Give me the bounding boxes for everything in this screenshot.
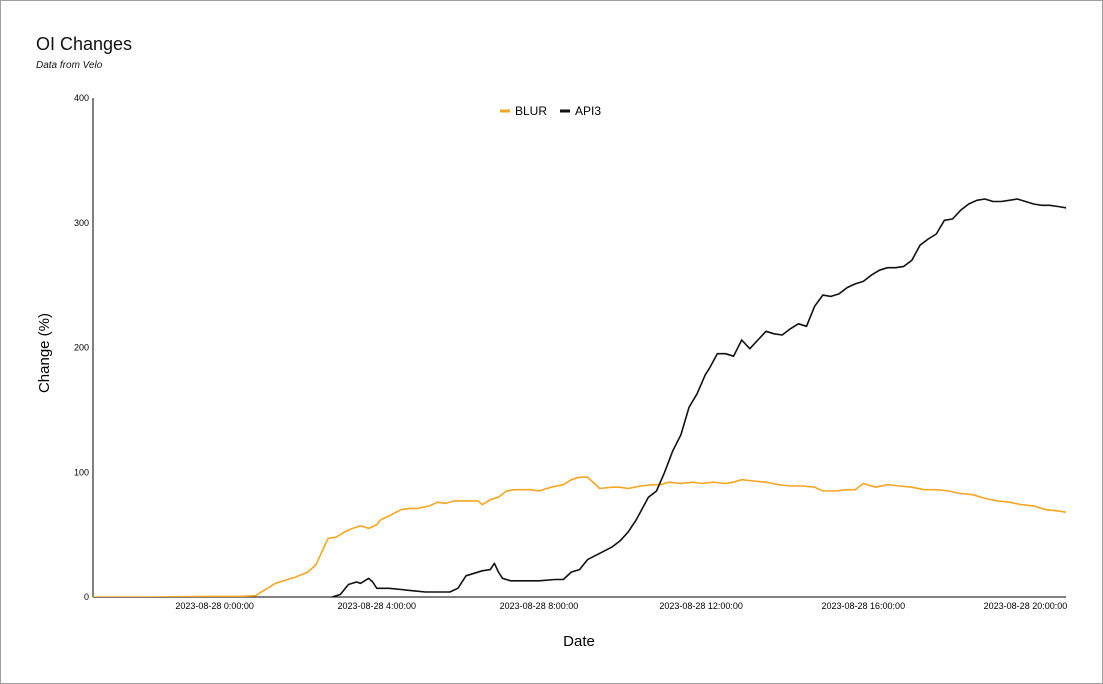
axes	[92, 98, 1066, 598]
y-tick-label: 300	[74, 218, 89, 228]
chart-title: OI Changes	[36, 34, 133, 54]
series-line-api3	[331, 198, 1066, 597]
x-tick-labels: 2023-08-28 0:00:00 2023-08-28 4:00:00 2023…	[175, 601, 1067, 611]
y-axis-label: Change (%)	[36, 313, 53, 393]
chart-subtitle: Data from Velo	[36, 60, 103, 71]
legend-label: API3	[575, 104, 601, 118]
y-tick-label: 0	[84, 592, 89, 602]
y-tick-label: 200	[74, 343, 89, 353]
legend-label: BLUR	[515, 104, 547, 118]
x-tick-label: 2023-08-28 8:00:00	[500, 601, 579, 611]
x-tick-label: 2023-08-28 20:00:00	[984, 601, 1068, 611]
x-axis-label: Date	[563, 633, 595, 650]
x-tick-label: 2023-08-28 4:00:00	[338, 601, 417, 611]
y-tick-label: 400	[74, 93, 89, 103]
x-tick-label: 2023-08-28 16:00:00	[822, 601, 906, 611]
series-line-blur	[93, 476, 1066, 597]
legend: BLUR API3	[500, 104, 601, 118]
x-tick-label: 2023-08-28 12:00:00	[659, 601, 743, 611]
series-lines	[93, 198, 1066, 597]
y-tick-label: 100	[74, 467, 89, 477]
x-tick-label: 2023-08-28 0:00:00	[175, 601, 254, 611]
y-tick-labels: 0 100 200 300 400	[74, 93, 89, 602]
